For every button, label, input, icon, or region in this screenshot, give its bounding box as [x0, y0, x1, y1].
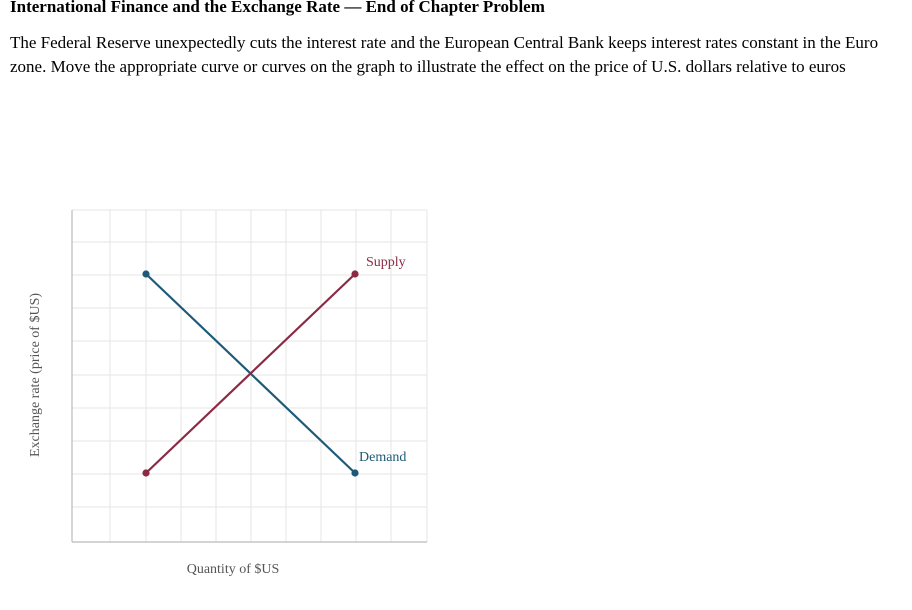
supply-handle-end[interactable] [351, 270, 359, 278]
plot-grid [72, 209, 428, 542]
demand-handle-start[interactable] [142, 270, 150, 278]
problem-statement: The Federal Reserve unexpectedly cuts th… [10, 33, 879, 76]
y-axis-label: Exchange rate (price of $US) [28, 293, 43, 457]
supply-label: Supply [366, 255, 406, 270]
demand-handle-end[interactable] [351, 469, 359, 477]
x-axis-label: Quantity of $US [187, 562, 280, 577]
demand-label: Demand [359, 450, 406, 465]
supply-handle-start[interactable] [142, 469, 150, 477]
supply-curve[interactable] [145, 273, 356, 474]
page-title: International Finance and the Exchange R… [10, 0, 545, 16]
